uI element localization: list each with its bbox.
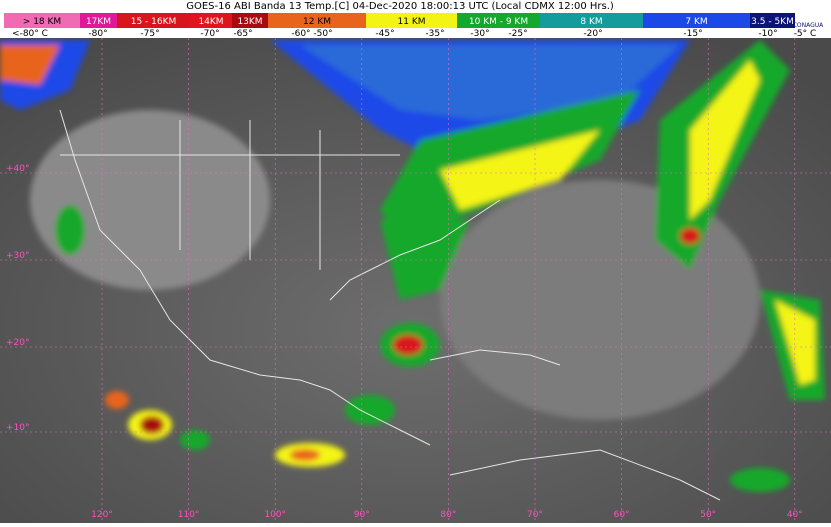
legend-swatch bbox=[232, 13, 268, 28]
latitude-label: +20° bbox=[6, 338, 30, 348]
temperature-label: -75° bbox=[140, 29, 159, 39]
longitude-label: 100° bbox=[264, 510, 286, 520]
temperature-label: -70° bbox=[200, 29, 219, 39]
longitude-label: 110° bbox=[178, 510, 200, 520]
temperature-label: -45° bbox=[375, 29, 394, 39]
longitude-label: 120° bbox=[91, 510, 113, 520]
legend-swatch bbox=[80, 13, 117, 28]
temperature-label: -15° bbox=[683, 29, 702, 39]
legend-label: 8 KM bbox=[580, 17, 602, 27]
temperature-label: -10° bbox=[758, 29, 777, 39]
legend-swatch bbox=[540, 13, 643, 28]
legend-swatch bbox=[190, 13, 232, 28]
legend-label: 10 KM - 9 KM bbox=[469, 17, 528, 27]
legend-swatch bbox=[117, 13, 190, 28]
legend-label: 13KM bbox=[237, 17, 262, 27]
temperature-label: -20° bbox=[583, 29, 602, 39]
temperature-label: -25° bbox=[508, 29, 527, 39]
longitude-label: 50° bbox=[700, 510, 716, 520]
height-legend: > 18 KM 17KM 15 - 16KM 14KM 13KM 12 KM 11 KM 10… bbox=[4, 13, 816, 39]
legend-label: 3.5 - 5KM bbox=[751, 17, 794, 27]
land-outlines bbox=[59, 109, 721, 501]
legend-label: 17KM bbox=[86, 17, 111, 27]
temperature-label: -5° C bbox=[794, 29, 817, 39]
temperature-label: -35° bbox=[425, 29, 444, 39]
legend-swatch bbox=[366, 13, 457, 28]
temperature-label: -60° -50° bbox=[291, 29, 332, 39]
legend-label: 12 KM bbox=[303, 17, 331, 27]
title: GOES-16 ABI Banda 13 Temp.[C] 04-Dec-202… bbox=[186, 1, 614, 12]
legend-swatch bbox=[750, 13, 795, 28]
legend-label: > 18 KM bbox=[23, 17, 61, 27]
legend-label: 14KM bbox=[198, 17, 223, 27]
longitude-label: 70° bbox=[527, 510, 543, 520]
temperature-label: -30° bbox=[470, 29, 489, 39]
graticule: +40° +30° +20° +10° 120° 110° 100° 90° 80° 70° 60°… bbox=[0, 38, 831, 523]
legend-label: 15 - 16KM bbox=[131, 17, 177, 27]
legend-swatch bbox=[643, 13, 750, 28]
legend-swatch bbox=[4, 13, 80, 28]
legend-label: 7 KM bbox=[685, 17, 707, 27]
longitude-label: 80° bbox=[440, 510, 456, 520]
logo: CONAGUA bbox=[793, 22, 824, 29]
temperature-label: -65° bbox=[233, 29, 252, 39]
latitude-label: +30° bbox=[6, 251, 30, 261]
cloud-tops bbox=[0, 40, 825, 492]
temperature-label: -80° bbox=[88, 29, 107, 39]
longitude-label: 60° bbox=[614, 510, 630, 520]
legend-swatch bbox=[457, 13, 540, 28]
longitude-label: 40° bbox=[787, 510, 803, 520]
latitude-label: +10° bbox=[6, 423, 30, 433]
longitude-label: 90° bbox=[354, 510, 370, 520]
legend-swatch bbox=[268, 13, 366, 28]
temperature-label: <-80° C bbox=[12, 29, 48, 39]
legend-label: 11 KM bbox=[398, 17, 426, 27]
latitude-label: +40° bbox=[6, 164, 30, 174]
